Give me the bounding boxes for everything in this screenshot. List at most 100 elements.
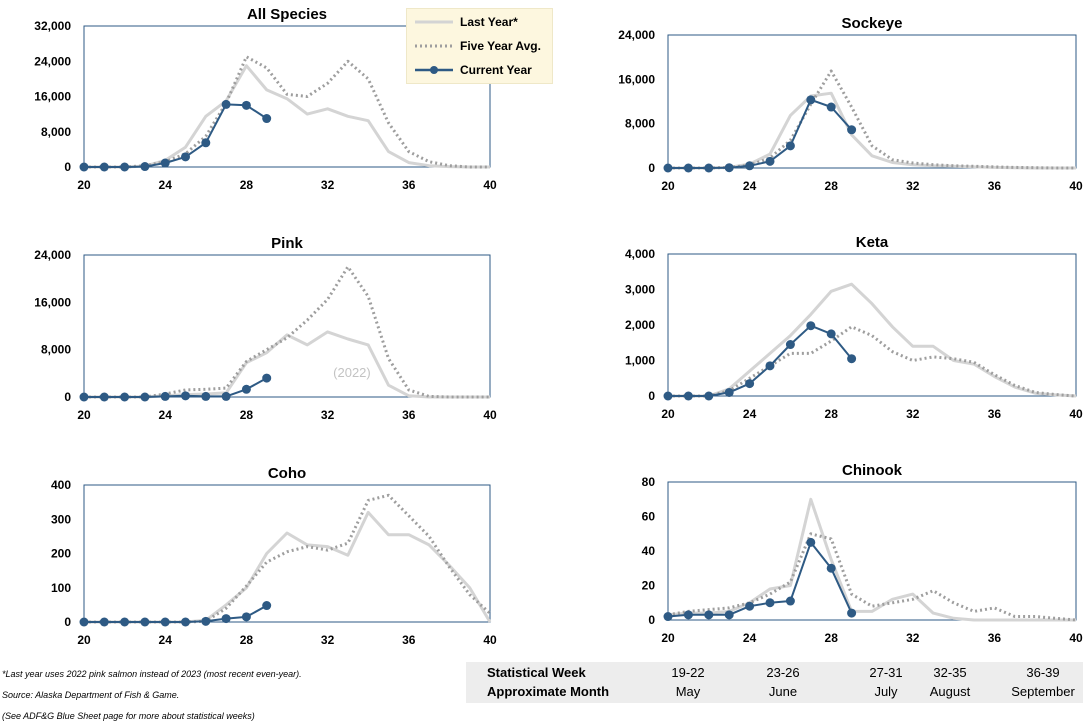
y-tick-label: 60: [642, 510, 656, 524]
data-point-current-year: [765, 361, 775, 371]
data-point-current-year: [120, 617, 130, 627]
data-point-current-year: [160, 391, 170, 401]
data-point-current-year: [181, 152, 190, 162]
x-tick-label: 24: [743, 179, 757, 193]
approximate-month-label: Approximate Month: [487, 684, 610, 699]
week-range-cell: 27-31: [869, 665, 903, 680]
x-tick-label: 20: [77, 633, 91, 647]
chart-chinook: Chinook 0 20 40 60 80 20 24 28 32 36 40: [642, 462, 1083, 645]
x-tick-label: 36: [988, 179, 1002, 193]
data-point-current-year: [785, 596, 795, 606]
x-tick-label: 40: [483, 178, 497, 192]
x-tick-label: 20: [661, 407, 675, 421]
data-point-current-year: [724, 610, 734, 620]
series-line-last-year: [84, 510, 492, 624]
y-tick-label: 2,000: [625, 318, 655, 332]
week-range-cell: 23-26: [766, 665, 800, 680]
month-cell: June: [768, 684, 798, 699]
legend-item-current-year: Current Year: [413, 60, 532, 80]
x-tick-label: 40: [483, 633, 497, 647]
month-cell: September: [1011, 684, 1075, 699]
x-tick-label: 32: [906, 631, 920, 645]
series-line-current-year: [667, 541, 853, 618]
data-point-current-year: [806, 95, 816, 105]
data-point-current-year: [826, 329, 836, 339]
y-tick-label: 0: [648, 613, 655, 627]
y-tick-label: 0: [64, 160, 71, 174]
footnote-source: Source: Alaska Department of Fish & Game…: [2, 690, 180, 700]
x-tick-label: 36: [988, 631, 1002, 645]
chart-title: Chinook: [842, 462, 903, 479]
data-point-current-year: [160, 617, 170, 627]
data-point-current-year: [765, 156, 775, 166]
y-tick-label: 24,000: [34, 54, 71, 68]
data-point-current-year: [663, 391, 673, 401]
data-point-current-year: [79, 162, 89, 172]
chart-annotation: (2022): [333, 365, 371, 380]
series-line-last-year: [84, 64, 490, 169]
data-point-current-year: [201, 138, 211, 148]
data-point-current-year: [181, 391, 190, 401]
chart-title: Keta: [856, 234, 889, 251]
data-point-current-year: [847, 608, 857, 618]
chart-all-species: All Species 0 8,000 16,000 24,000 32,000 20 24 2…: [34, 6, 497, 192]
data-point-current-year: [160, 158, 170, 168]
x-tick-label: 36: [402, 178, 416, 192]
data-point-current-year: [221, 99, 231, 109]
statistical-week-table: Statistical Week Approximate Month 19-22…: [466, 662, 1083, 703]
x-tick-label: 20: [661, 179, 675, 193]
charts-svg: All Species 0 8,000 16,000 24,000 32,000 20 24 2…: [34, 6, 1083, 647]
chart-legend: Last Year* Five Year Avg. Current Year: [407, 9, 552, 83]
y-tick-label: 32,000: [34, 19, 71, 33]
y-tick-label: 200: [51, 547, 71, 561]
y-tick-label: 300: [51, 512, 71, 526]
data-point-current-year: [241, 384, 251, 394]
data-point-current-year: [99, 162, 109, 172]
month-cell: May: [675, 684, 701, 699]
series-line-five-year-avg: [84, 55, 490, 169]
x-tick-label: 24: [743, 631, 757, 645]
data-point-current-year: [241, 612, 251, 622]
x-tick-label: 32: [321, 178, 335, 192]
x-tick-label: 32: [321, 633, 335, 647]
y-tick-label: 400: [51, 478, 71, 492]
chart-sockeye: Sockeye 0 8,000 16,000 24,000 20 24 28 32 36 40: [618, 15, 1083, 193]
data-point-current-year: [745, 601, 755, 611]
x-tick-label: 28: [825, 179, 839, 193]
month-cell: August: [929, 684, 971, 699]
chart-title: Sockeye: [842, 15, 903, 32]
x-tick-label: 36: [402, 408, 416, 422]
chart-title: Pink: [271, 235, 303, 252]
y-tick-label: 40: [642, 544, 656, 558]
y-tick-label: 4,000: [625, 247, 655, 261]
x-tick-label: 32: [906, 179, 920, 193]
chart-title: Coho: [268, 465, 306, 482]
series-line-last-year: [667, 497, 1076, 622]
data-point-current-year: [724, 387, 734, 397]
data-point-current-year: [663, 163, 673, 173]
data-point-current-year: [785, 340, 795, 350]
data-point-current-year: [140, 162, 150, 172]
legend-item-last-year: Last Year*: [413, 12, 518, 32]
data-point-current-year: [181, 617, 190, 627]
chart-keta: Keta 0 1,000 2,000 3,000 4,000 20 24 28 32 36 40: [625, 234, 1083, 421]
data-point-current-year: [99, 392, 109, 402]
data-point-current-year: [847, 354, 857, 364]
data-point-current-year: [724, 163, 734, 173]
series-line-last-year: [84, 330, 490, 399]
y-tick-label: 8,000: [625, 117, 655, 131]
x-tick-label: 36: [402, 633, 416, 647]
series-line-current-year: [84, 377, 268, 398]
series-line-current-year: [668, 98, 853, 169]
y-tick-label: 0: [64, 615, 71, 629]
x-tick-label: 24: [159, 178, 173, 192]
data-point-current-year: [140, 392, 150, 402]
data-point-current-year: [704, 163, 714, 173]
x-tick-label: 20: [661, 631, 675, 645]
data-point-current-year: [785, 141, 795, 151]
chart-coho: Coho 0 100 200 300 400 20 24 28 32 36 40: [51, 465, 497, 647]
chart-title: All Species: [247, 6, 327, 23]
y-tick-label: 16,000: [618, 72, 655, 86]
plot-frame: [83, 484, 491, 623]
series-line-five-year-avg: [84, 493, 492, 624]
